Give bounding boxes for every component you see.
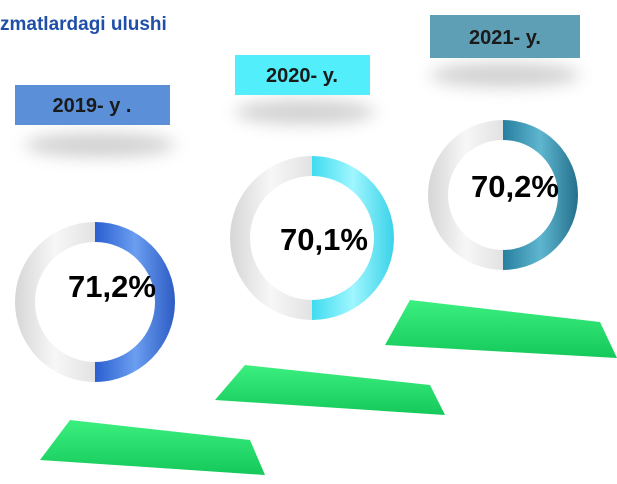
year-label: 2021- y.	[469, 27, 541, 49]
year-label: 2020- y.	[266, 65, 338, 87]
shadow	[430, 63, 580, 87]
ring-gray	[428, 120, 503, 270]
shadow	[235, 100, 375, 124]
platform	[385, 300, 617, 358]
year-box	[15, 85, 170, 125]
platform	[215, 365, 445, 415]
shadow	[25, 133, 175, 157]
ring-color	[503, 120, 578, 270]
ring-gray	[230, 156, 312, 320]
year-box	[430, 15, 580, 58]
value-label: 70,2%	[471, 169, 559, 204]
platform	[40, 420, 265, 475]
value-label: 71,2%	[68, 269, 156, 304]
title: zmatlardagi ulushi	[0, 14, 167, 35]
ring-color	[312, 156, 394, 320]
ring-gray	[15, 222, 95, 382]
value-label: 70,1%	[280, 222, 368, 257]
year-label: 2019- y .	[53, 95, 132, 117]
year-box	[235, 55, 370, 95]
ring-color	[95, 222, 175, 382]
